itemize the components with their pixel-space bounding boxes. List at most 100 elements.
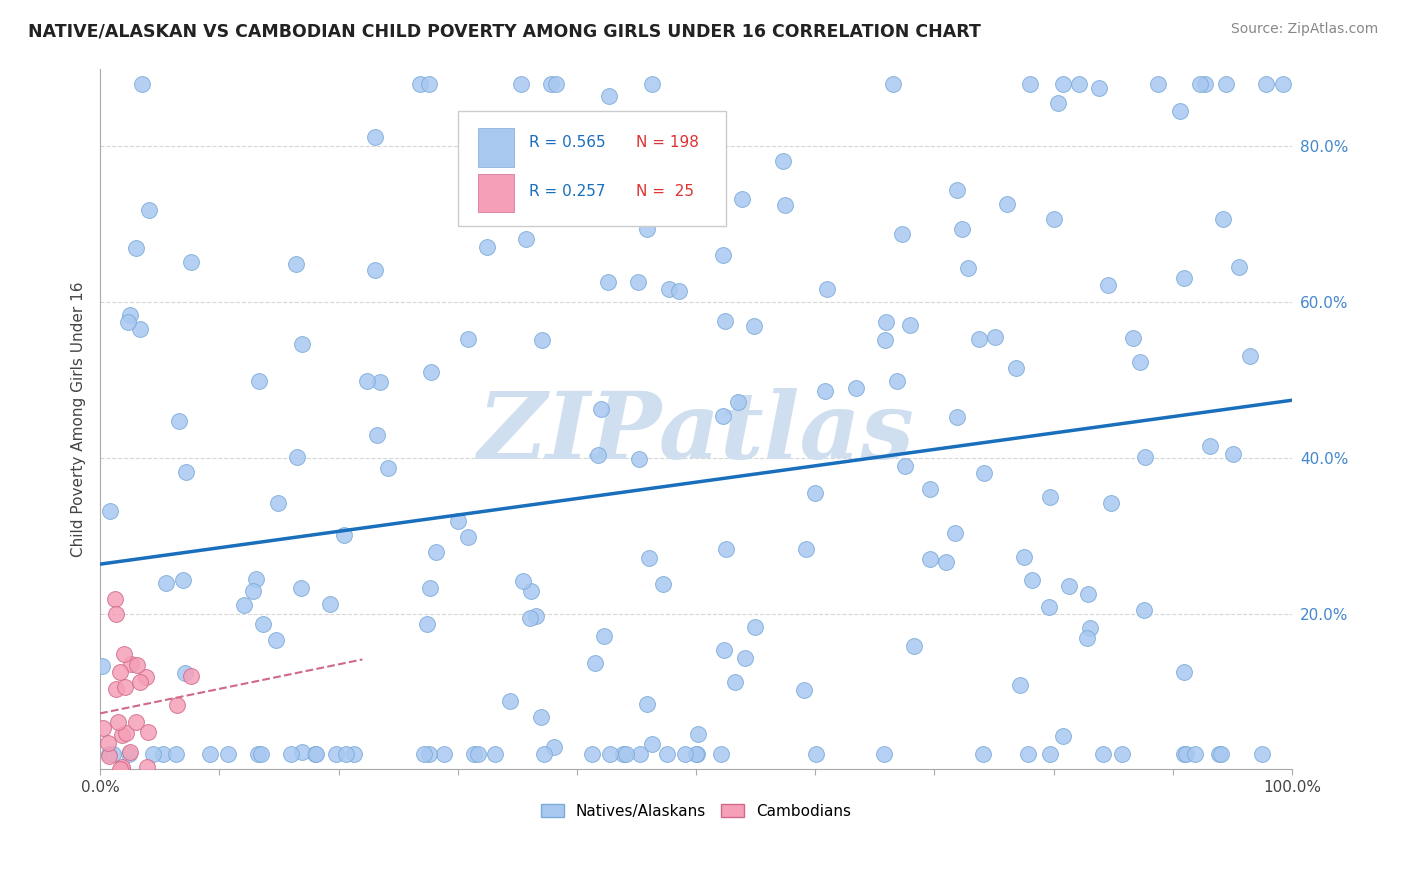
Point bbox=[714, 314, 737, 328]
Point bbox=[1038, 600, 1060, 615]
Point bbox=[267, 496, 290, 510]
Point bbox=[1018, 77, 1040, 91]
Point bbox=[242, 583, 264, 598]
Point bbox=[129, 322, 152, 336]
Point bbox=[614, 747, 637, 761]
FancyBboxPatch shape bbox=[458, 111, 725, 227]
Point bbox=[1133, 603, 1156, 617]
Y-axis label: Child Poverty Among Girls Under 16: Child Poverty Among Girls Under 16 bbox=[72, 281, 86, 557]
Point bbox=[425, 545, 447, 559]
Point bbox=[120, 657, 142, 671]
Point bbox=[1129, 355, 1152, 369]
Point bbox=[796, 541, 818, 556]
Point bbox=[520, 583, 543, 598]
Point bbox=[111, 728, 134, 742]
Point bbox=[1076, 631, 1098, 645]
Point bbox=[131, 77, 153, 91]
Point bbox=[467, 747, 489, 761]
Point bbox=[813, 384, 835, 398]
Text: N =  25: N = 25 bbox=[637, 184, 695, 199]
Point bbox=[136, 760, 159, 774]
Point bbox=[1043, 212, 1066, 227]
Point bbox=[1012, 550, 1035, 565]
Text: R = 0.257: R = 0.257 bbox=[529, 184, 606, 199]
Point bbox=[335, 747, 357, 761]
Point bbox=[249, 747, 271, 761]
Point bbox=[509, 77, 531, 91]
Point bbox=[97, 736, 120, 750]
Point bbox=[727, 395, 749, 409]
Point bbox=[366, 428, 388, 442]
Point bbox=[432, 747, 454, 761]
Point bbox=[111, 762, 134, 776]
Point bbox=[627, 275, 650, 289]
Point bbox=[711, 248, 734, 262]
Point bbox=[409, 77, 432, 91]
Point bbox=[115, 726, 138, 740]
Point bbox=[1170, 104, 1192, 119]
Point bbox=[519, 610, 541, 624]
Point bbox=[108, 665, 131, 679]
Point bbox=[1184, 747, 1206, 761]
Point bbox=[845, 381, 868, 395]
Point bbox=[529, 710, 551, 724]
Point bbox=[793, 683, 815, 698]
Point bbox=[995, 196, 1018, 211]
Point bbox=[636, 698, 658, 712]
Point bbox=[875, 334, 897, 348]
Point bbox=[972, 747, 994, 761]
Point bbox=[540, 77, 562, 91]
Point bbox=[217, 747, 239, 761]
Point bbox=[1251, 747, 1274, 761]
Point bbox=[973, 466, 995, 480]
Point bbox=[583, 160, 606, 174]
Point bbox=[418, 77, 440, 91]
Point bbox=[1078, 621, 1101, 635]
Point bbox=[1146, 77, 1168, 91]
Point bbox=[775, 198, 797, 212]
Point bbox=[1067, 77, 1090, 91]
Text: N = 198: N = 198 bbox=[637, 135, 699, 150]
Point bbox=[291, 337, 314, 351]
Point bbox=[1111, 747, 1133, 761]
Point bbox=[118, 309, 141, 323]
Point bbox=[804, 486, 827, 500]
Point bbox=[114, 681, 136, 695]
Point bbox=[418, 747, 440, 761]
Point bbox=[285, 257, 308, 271]
Point bbox=[967, 332, 990, 346]
Point bbox=[628, 747, 651, 761]
Point bbox=[581, 747, 603, 761]
Point bbox=[198, 747, 221, 761]
Point bbox=[125, 715, 148, 730]
Text: NATIVE/ALASKAN VS CAMBODIAN CHILD POVERTY AMONG GIRLS UNDER 16 CORRELATION CHART: NATIVE/ALASKAN VS CAMBODIAN CHILD POVERT… bbox=[28, 22, 981, 40]
Point bbox=[1227, 260, 1250, 274]
Point bbox=[1047, 96, 1070, 111]
Point bbox=[318, 597, 340, 611]
Point bbox=[886, 374, 908, 388]
Point bbox=[872, 747, 894, 761]
Point bbox=[588, 448, 610, 462]
Point bbox=[264, 632, 287, 647]
Point bbox=[166, 698, 188, 712]
Point bbox=[1039, 747, 1062, 761]
Point bbox=[1008, 678, 1031, 692]
Point bbox=[1092, 747, 1115, 761]
Point bbox=[903, 639, 925, 653]
Point bbox=[598, 89, 620, 103]
Point bbox=[174, 665, 197, 680]
Point bbox=[524, 609, 547, 624]
Bar bbox=[478, 128, 513, 167]
Point bbox=[893, 458, 915, 473]
Point bbox=[91, 721, 114, 735]
Point bbox=[685, 747, 707, 761]
Point bbox=[713, 643, 735, 657]
Point bbox=[1173, 665, 1195, 679]
Point bbox=[97, 747, 120, 761]
Point bbox=[457, 332, 479, 346]
Point bbox=[515, 232, 537, 246]
Point bbox=[1076, 587, 1098, 601]
Text: ZIPatlas: ZIPatlas bbox=[478, 388, 914, 478]
Point bbox=[935, 555, 957, 569]
Point bbox=[1272, 77, 1295, 91]
